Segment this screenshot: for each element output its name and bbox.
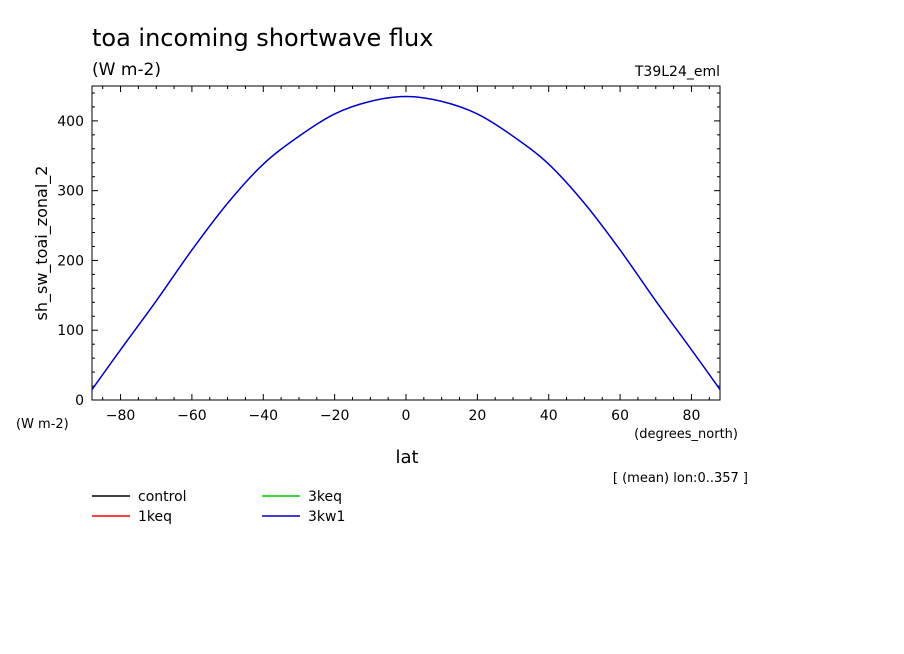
x-axis-label: lat: [395, 447, 418, 468]
series-line-3kw1: [91, 95, 721, 390]
plot-frame: [91, 85, 721, 401]
x-tick-label: 40: [540, 408, 558, 424]
x-tick-label: −80: [106, 408, 136, 424]
legend-label-1keq: 1keq: [138, 509, 172, 525]
model-label: T39L24_eml: [634, 64, 720, 80]
x-tick-label: −60: [177, 408, 207, 424]
y-tick-label: 300: [57, 184, 84, 200]
x-tick-labels: −80 −60 −40 −20 0 20 40 60 80: [106, 408, 701, 424]
x-tick-label: −20: [320, 408, 350, 424]
y-axis-label: sh_sw_toai_zonal_2: [32, 166, 52, 321]
legend-label-3keq: 3keq: [308, 489, 342, 505]
axis-ticks: [92, 86, 720, 401]
chart-title: toa incoming shortwave flux: [92, 24, 433, 52]
x-tick-label: 20: [468, 408, 486, 424]
x-axis-units: (degrees_north): [634, 427, 738, 442]
y-tick-label: 200: [57, 253, 84, 269]
series-lines: [91, 95, 721, 390]
y-tick-labels: 0 100 200 300 400: [57, 114, 84, 409]
x-tick-label: 60: [611, 408, 629, 424]
y-tick-label: 400: [57, 114, 84, 130]
y-tick-label: 100: [57, 323, 84, 339]
legend-label-3kw1: 3kw1: [308, 509, 345, 525]
x-tick-label: 80: [683, 408, 701, 424]
y-axis-units: (W m-2): [16, 417, 69, 432]
x-tick-label: 0: [402, 408, 411, 424]
y-tick-label: 0: [75, 393, 84, 409]
legend-label-control: control: [138, 489, 187, 505]
subset-note: [ (mean) lon:0..357 ]: [613, 471, 748, 486]
chart-units: (W m-2): [92, 60, 161, 80]
legend: control 1keq 3keq 3kw1: [92, 489, 345, 525]
x-tick-label: −40: [248, 408, 278, 424]
